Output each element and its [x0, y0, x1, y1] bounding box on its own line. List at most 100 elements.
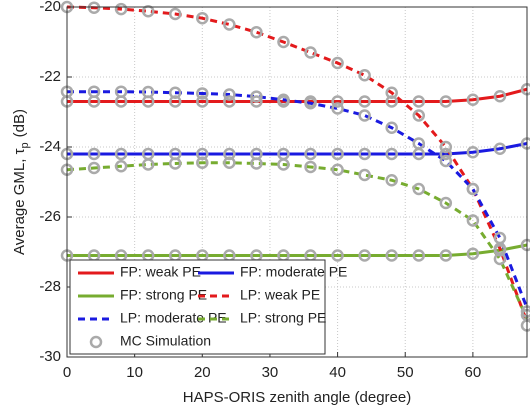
y-label-unit: (dB)	[11, 109, 28, 137]
mc-point	[141, 85, 155, 99]
mc-point	[331, 102, 344, 115]
mc-point	[223, 95, 236, 108]
legend-label: FP: weak PE	[120, 264, 201, 280]
line	[67, 243, 528, 257]
mc-point	[439, 154, 453, 168]
mc-point	[223, 88, 236, 101]
line	[67, 87, 528, 103]
mc-point	[466, 214, 480, 227]
legend-label: MC Simulation	[120, 333, 211, 349]
mc-point	[385, 121, 398, 134]
mc-point	[358, 95, 371, 108]
mc-point	[493, 252, 507, 266]
mc-point	[87, 147, 101, 161]
x-tick-label: 30	[262, 364, 279, 381]
mc-point	[493, 142, 507, 155]
mc-point	[277, 93, 290, 106]
mc-point	[493, 90, 507, 103]
x-tick-label: 20	[194, 364, 211, 381]
mc-point	[304, 46, 317, 59]
mc-point	[250, 90, 263, 103]
legend-marker	[89, 335, 103, 349]
mc-point	[196, 95, 209, 108]
mc-point	[87, 161, 101, 175]
x-tick-label: 60	[465, 364, 482, 381]
y-tick-label: -20	[39, 0, 61, 15]
y-tick-label: -22	[39, 68, 61, 85]
mc-point	[385, 147, 398, 161]
legend-label: LP: moderate PE	[120, 310, 227, 326]
mc-point	[358, 69, 371, 82]
y-label-sub: p	[19, 142, 31, 148]
x-tick-label: 0	[63, 364, 71, 381]
mc-point	[114, 85, 128, 98]
mc-point	[331, 249, 344, 262]
mc-point	[114, 160, 128, 173]
mc-point	[277, 158, 290, 171]
mc-point	[250, 157, 263, 170]
mc-point	[168, 157, 182, 170]
mc-point	[331, 95, 344, 108]
mc-point	[466, 247, 480, 260]
y-tick-label: -30	[39, 348, 61, 365]
mc-point	[304, 97, 317, 110]
mc-point	[87, 1, 101, 14]
mc-point	[520, 319, 530, 332]
mc-point	[304, 147, 317, 161]
mc-point	[331, 147, 344, 161]
mc-point	[412, 249, 426, 262]
mc-point	[412, 95, 426, 108]
mc-point	[114, 147, 128, 161]
mc-point	[385, 86, 398, 99]
mc-point	[358, 168, 371, 182]
mc-point	[223, 18, 236, 31]
y-tick-label: -26	[39, 208, 61, 225]
mc-point	[87, 85, 101, 98]
mc-point	[466, 93, 480, 106]
mc-point	[141, 4, 155, 18]
legend-label: LP: weak PE	[240, 287, 320, 303]
mc-point	[412, 109, 426, 122]
mc-point	[385, 174, 398, 187]
mc-point	[439, 140, 453, 154]
mc-point	[196, 87, 209, 100]
mc-point	[114, 2, 128, 16]
mc-point	[439, 249, 453, 262]
mc-point	[358, 249, 371, 262]
mc-point	[412, 137, 426, 150]
mc-point	[331, 56, 344, 70]
mc-point	[196, 156, 209, 169]
mc-point	[331, 163, 344, 176]
mc-point	[439, 95, 453, 108]
mc-point	[466, 146, 480, 159]
line	[67, 142, 528, 156]
mc-point	[196, 11, 209, 25]
mc-point	[168, 7, 182, 21]
legend-label: LP: strong PE	[240, 310, 326, 326]
y-label-main: Average GML, τ	[11, 148, 28, 255]
mc-point	[250, 95, 263, 108]
mc-point	[277, 35, 290, 49]
legend-box	[69, 259, 326, 355]
legend-label: FP: strong PE	[120, 287, 207, 303]
mc-point	[412, 182, 426, 196]
mc-point	[439, 196, 453, 210]
plot-frame	[66, 6, 528, 358]
mc-point	[141, 158, 155, 171]
mc-point	[223, 156, 236, 169]
mc-point	[304, 160, 317, 174]
legend-label: FP: moderate PE	[240, 264, 347, 280]
y-axis-label: Average GML, τp (dB)	[11, 109, 31, 255]
y-tick-label: -24	[39, 138, 61, 155]
x-axis-label: HAPS-ORIS zenith angle (degree)	[183, 389, 411, 406]
x-tick-label: 50	[397, 364, 414, 381]
mc-point	[250, 25, 263, 39]
x-tick-label: 40	[329, 364, 346, 381]
mc-point	[168, 86, 182, 99]
mc-point	[385, 249, 398, 262]
y-tick-label: -28	[39, 278, 61, 295]
mc-point	[493, 231, 507, 245]
mc-point	[466, 182, 480, 196]
mc-point	[439, 147, 453, 161]
